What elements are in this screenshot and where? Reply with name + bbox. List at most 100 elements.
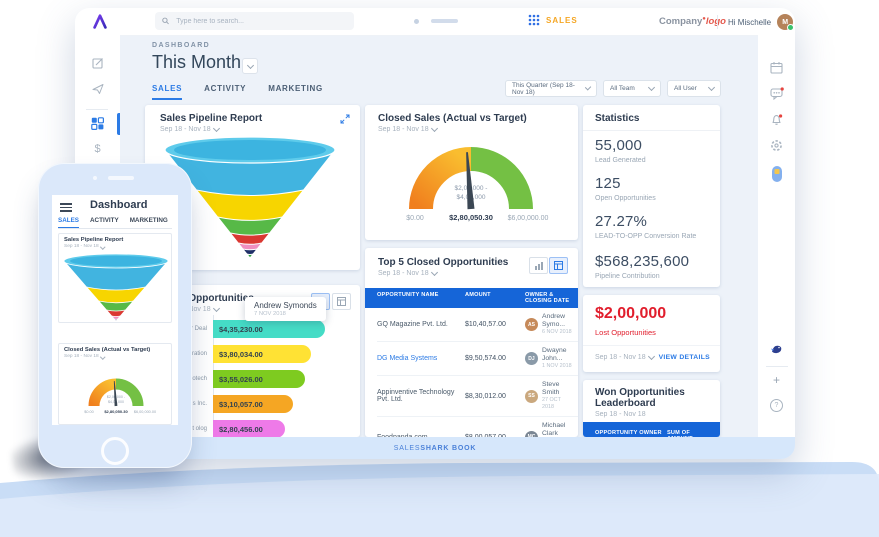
- app-logo-icon[interactable]: [91, 13, 109, 31]
- breadcrumb: DASHBOARD: [152, 42, 211, 49]
- sidebar-item-profile[interactable]: [758, 165, 795, 183]
- bell-icon: [772, 114, 783, 125]
- panel-period[interactable]: Sep 18 - Nov 18: [595, 352, 655, 361]
- table-view-toggle[interactable]: [332, 293, 351, 310]
- phone-tab-marketing[interactable]: MARKETING: [129, 217, 168, 224]
- sidebar-item-add[interactable]: +: [758, 373, 795, 387]
- search-input[interactable]: [174, 16, 347, 26]
- period-dropdown-button[interactable]: [242, 58, 258, 74]
- table-view-toggle[interactable]: [549, 257, 568, 274]
- phone-tab-activity[interactable]: ACTIVITY: [90, 217, 119, 224]
- search-box[interactable]: [155, 12, 354, 30]
- app-switcher[interactable]: SALES: [528, 14, 578, 26]
- chat-icon: [769, 87, 784, 100]
- panel-won-leaderboard: Won Opportunities Leaderboard Sep 18 - N…: [583, 380, 720, 437]
- svg-text:$2,80,050.30: $2,80,050.30: [104, 409, 128, 414]
- svg-text:$2,80,050.30: $2,80,050.30: [449, 213, 493, 222]
- chart-view-toggle[interactable]: [529, 257, 548, 274]
- app-grid-icon: [528, 14, 540, 26]
- sidebar-item-messenger[interactable]: [758, 343, 795, 355]
- table-icon: [554, 261, 563, 270]
- user-avatar[interactable]: M: [777, 14, 795, 31]
- send-icon: [92, 84, 103, 94]
- sidebar-item-deals[interactable]: $: [75, 143, 120, 155]
- panel-title: Open Opportunities: [160, 293, 254, 304]
- bar-row[interactable]: otech $3,55,026.00: [192, 370, 360, 388]
- app-menu-label: SALES: [546, 15, 578, 25]
- dollar-icon: $: [94, 143, 101, 155]
- table-row[interactable]: Appinventive Technology Pvt. Ltd. $8,30,…: [377, 376, 578, 417]
- tablet-camera-dot: [414, 19, 419, 24]
- brand-logo: SALESSHARK BOOK: [393, 444, 477, 452]
- dashboard-tabs: SALES ACTIVITY MARKETING: [152, 84, 323, 100]
- chevron-down-icon: [647, 83, 656, 92]
- table-body: GQ Magazine Pvt. Ltd. $10,40,57.00 AS An…: [365, 308, 578, 437]
- right-sidebar: + ?: [758, 35, 795, 437]
- dashboard-grid-icon: [91, 117, 104, 130]
- sidebar-divider: [86, 109, 108, 110]
- sidebar-item-compose[interactable]: [75, 57, 120, 69]
- chevron-down-icon: [430, 268, 438, 277]
- expand-icon[interactable]: [340, 114, 350, 124]
- bird-icon: [771, 345, 782, 354]
- tab-sales[interactable]: SALES: [152, 84, 183, 100]
- bar[interactable]: $4,35,230.00: [213, 320, 325, 338]
- bar[interactable]: $3,10,057.00: [213, 395, 293, 413]
- panel-title: Sales Pipeline Report: [160, 113, 263, 124]
- bar-row[interactable]: s Inc. $3,10,057.00: [193, 395, 360, 413]
- stat-lead-generated: 55,000 Lead Generated: [595, 137, 646, 164]
- sidebar-item-notifications[interactable]: [758, 113, 795, 126]
- sidebar-item-dashboard[interactable]: [75, 117, 120, 130]
- bar-row[interactable]: ration $3,80,034.00: [192, 345, 360, 363]
- view-details-link[interactable]: VIEW DETAILS: [658, 354, 710, 361]
- sidebar-item-calendar[interactable]: [758, 61, 795, 74]
- bar[interactable]: $3,55,026.00: [213, 370, 305, 388]
- user-filter[interactable]: All User: [667, 80, 721, 97]
- panel-period[interactable]: Sep 18 - Nov 18: [160, 124, 220, 133]
- bar[interactable]: $3,80,034.00: [213, 345, 311, 363]
- panel-statistics: Statistics 55,000 Lead Generated 125 Ope…: [583, 105, 720, 287]
- phone-page-title: Dashboard: [90, 199, 148, 211]
- panel-closed-sales: Closed Sales (Actual vs Target) Sep 18 -…: [365, 105, 578, 240]
- sidebar-item-messages[interactable]: [758, 87, 795, 100]
- phone-tabs: SALES ACTIVITY MARKETING: [58, 217, 172, 229]
- tablet-speaker: [431, 19, 458, 23]
- bar[interactable]: $2,80,456.00: [213, 420, 285, 437]
- divider: [583, 130, 720, 131]
- table-row[interactable]: Foodpanda.com $8,00,057.00 MC Michael Cl…: [377, 417, 578, 437]
- chevron-down-icon: [246, 61, 254, 69]
- search-icon: [162, 17, 169, 25]
- chevron-down-icon: [647, 352, 655, 361]
- gauge-chart: $2,00,000 - $4,00,000 $0.00 $2,80,050.30…: [406, 147, 549, 222]
- sidebar-item-settings[interactable]: [758, 139, 795, 152]
- phone-home-button[interactable]: [101, 437, 129, 465]
- online-status-dot: [787, 24, 795, 31]
- table-row[interactable]: DG Media Systems $9,50,574.00 DJ Dwayne …: [377, 342, 578, 376]
- tab-marketing[interactable]: MARKETING: [268, 84, 323, 93]
- phone-tab-sales[interactable]: SALES: [58, 217, 79, 228]
- page-title: This Month: [152, 52, 242, 72]
- panel-period[interactable]: Sep 18 - Nov 18: [378, 268, 438, 277]
- sidebar-item-share[interactable]: [75, 83, 120, 95]
- bar-row[interactable]: ment olog $2,80,456.00: [181, 420, 360, 437]
- top-navbar: SALES Company●logo Hi Mischelle M: [75, 8, 795, 36]
- panel-title: Statistics: [595, 113, 640, 124]
- sidebar-item-help[interactable]: ?: [758, 399, 795, 412]
- opportunity-link[interactable]: DG Media Systems: [377, 355, 438, 362]
- svg-text:$0.00: $0.00: [84, 410, 94, 414]
- company-logo: Company●logo: [659, 16, 726, 28]
- svg-text:$6,00,000.00: $6,00,000.00: [508, 215, 549, 222]
- quarter-filter[interactable]: This Quarter (Sep 18- Nov 18): [505, 80, 597, 97]
- team-filter[interactable]: All Team: [603, 80, 661, 97]
- panel-lost-opportunities: $2,00,000 Lost Opportunities Sep 18 - No…: [583, 295, 720, 372]
- tab-activity[interactable]: ACTIVITY: [204, 84, 247, 93]
- user-menu[interactable]: Hi Mischelle M: [728, 14, 795, 31]
- compose-icon: [91, 58, 103, 69]
- hamburger-menu-icon[interactable]: [60, 203, 72, 214]
- plus-icon: +: [772, 373, 780, 387]
- table-row[interactable]: GQ Magazine Pvt. Ltd. $10,40,57.00 AS An…: [377, 308, 578, 342]
- bar-row[interactable]: r Deal $4,35,230.00: [191, 320, 360, 338]
- phone-panel-pipeline: Sales Pipeline Report Sep 18 - Nov 18: [58, 233, 172, 323]
- panel-period[interactable]: Sep 18 - Nov 18: [378, 124, 438, 133]
- avatar: SS: [525, 389, 538, 403]
